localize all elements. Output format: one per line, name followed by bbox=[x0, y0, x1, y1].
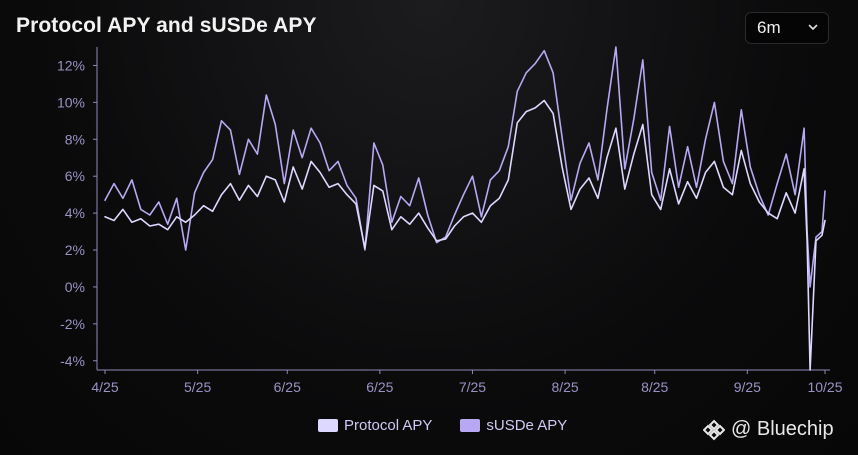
legend-label-protocol-apy: Protocol APY bbox=[344, 417, 433, 434]
series-lines bbox=[104, 46, 826, 371]
bluechip-logo-icon bbox=[703, 419, 725, 440]
bluechip-watermark: @ Bluechip bbox=[703, 418, 834, 441]
x-tick-label: 10/25 bbox=[807, 379, 842, 395]
y-tick-label: 6% bbox=[65, 168, 85, 184]
x-tick-label: 6/25 bbox=[274, 379, 301, 395]
y-axis-labels: -4% -2% 0% 2% 4% 6% 8% 10% 12% bbox=[57, 57, 85, 368]
x-tick-label: 5/25 bbox=[184, 379, 211, 395]
legend-item-susde-apy[interactable]: sUSDe APY bbox=[460, 417, 567, 434]
y-tick-label: 10% bbox=[57, 94, 85, 110]
x-tick-label: 8/25 bbox=[641, 379, 668, 395]
chart-title: Protocol APY and sUSDe APY bbox=[16, 14, 317, 37]
y-tick-label: 4% bbox=[65, 205, 85, 221]
series-line-susde-apy bbox=[104, 46, 826, 288]
legend-item-protocol-apy[interactable]: Protocol APY bbox=[318, 417, 432, 434]
x-tick-label: 8/25 bbox=[551, 379, 578, 395]
x-tick-label: 7/25 bbox=[459, 379, 486, 395]
watermark-text: @ Bluechip bbox=[731, 418, 834, 440]
legend-swatch-protocol-apy bbox=[318, 419, 338, 432]
series-line-protocol-apy bbox=[104, 99, 826, 371]
y-tick-label: 8% bbox=[65, 131, 85, 147]
time-range-value: 6m bbox=[757, 18, 781, 37]
x-tick-label: 6/25 bbox=[366, 379, 393, 395]
x-tick-label: 4/25 bbox=[91, 379, 118, 395]
x-axis-labels: 4/25 5/25 6/25 6/25 7/25 8/25 8/25 9/25 10/25 bbox=[91, 379, 842, 395]
chart-legend: Protocol APY sUSDe APY bbox=[318, 417, 595, 434]
y-tick-label: 0% bbox=[65, 279, 85, 295]
legend-label-susde-apy: sUSDe APY bbox=[486, 417, 568, 434]
chevron-down-icon bbox=[808, 24, 818, 30]
y-tick-label: -4% bbox=[60, 353, 85, 369]
y-tick-label: 12% bbox=[57, 57, 85, 73]
chart-axes bbox=[93, 47, 830, 374]
y-tick-label: -2% bbox=[60, 316, 85, 332]
time-range-select[interactable]: 6m bbox=[745, 12, 829, 44]
x-tick-label: 9/25 bbox=[734, 379, 761, 395]
legend-swatch-susde-apy bbox=[460, 419, 481, 432]
y-tick-label: 2% bbox=[65, 242, 85, 258]
